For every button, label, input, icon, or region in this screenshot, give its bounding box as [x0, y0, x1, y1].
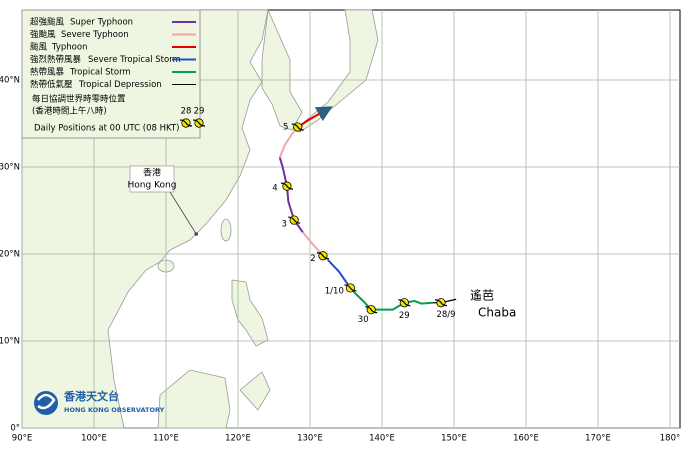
lon-tick-label: 170°E [585, 434, 611, 444]
daily-position [344, 283, 357, 293]
legend-symbol-spiral [179, 119, 193, 127]
track-segment [297, 106, 333, 128]
hk-zh: 香港 [143, 167, 161, 179]
legend-zh: 強颱風 [30, 29, 56, 40]
legend-daily-zh: (香港時間上午八時) [32, 106, 107, 117]
daily-position-label: 3 [281, 220, 286, 230]
daily-position-label: 1/10 [325, 286, 344, 296]
daily-position-label: 29 [399, 311, 410, 321]
legend-zh: 強烈熱帶風暴 [30, 54, 82, 65]
daily-position-spiral [280, 182, 293, 190]
hk-label-box [129, 165, 175, 193]
legend-en: Severe Tropical Storm [88, 55, 181, 65]
lat-tick-label: 0° [10, 424, 20, 434]
legend-date: 29 [194, 107, 205, 117]
legend-daily-en: Daily Positions at 00 UTC (08 HKT) [34, 124, 179, 134]
daily-position-label: 28/9 [436, 310, 455, 320]
legend-zh: 颱風 [30, 43, 48, 53]
daily-position [288, 215, 301, 225]
daily-position-label: 5 [283, 122, 288, 132]
legend-symbol [192, 118, 206, 128]
lon-tick-label: 130°E [297, 434, 323, 444]
lat-tick-label: 30°N [0, 163, 20, 173]
hk-en: Hong Kong [128, 181, 177, 191]
hk-dot [194, 232, 199, 236]
lon-tick-label: 120°E [225, 434, 251, 444]
lon-tick-label: 110°E [153, 434, 179, 444]
daily-position-label: 2 [310, 254, 315, 264]
lon-tick-label: 100°E [81, 434, 107, 444]
daily-position [291, 122, 304, 132]
lat-tick-label: 20°N [0, 250, 20, 260]
legend-daily-zh: 每日協調世界時零時位置 [32, 94, 126, 105]
daily-position-spiral [365, 306, 378, 314]
logo-en: HONG KONG OBSERVATORY [64, 406, 165, 414]
lon-tick-label: 180° [660, 434, 680, 444]
daily-position-label: 4 [272, 184, 277, 194]
lat-tick-label: 10°N [0, 337, 20, 347]
storm-name-en: Chaba [478, 306, 516, 320]
legend-box [21, 9, 201, 139]
legend-zh: 熱帶風暴 [30, 67, 65, 78]
daily-position [398, 298, 411, 308]
legend-en: Typhoon [51, 43, 87, 53]
lon-tick-label: 140°E [369, 434, 395, 444]
legend-en: Super Typhoon [70, 18, 133, 28]
daily-position [280, 181, 293, 191]
daily-position-spiral [316, 252, 329, 260]
legend-date: 28 [181, 107, 192, 117]
daily-position-spiral [435, 299, 448, 307]
lon-tick-label: 90°E [12, 434, 32, 444]
daily-position-label: 30 [358, 315, 369, 325]
storm-name-zh: 遙芭 [470, 289, 494, 303]
daily-position [365, 305, 378, 315]
hk-pointer [169, 191, 197, 235]
daily-position-spiral [398, 299, 411, 307]
lon-tick-label: 150°E [441, 434, 467, 444]
legend-en: Severe Typhoon [61, 30, 129, 40]
daily-position [435, 298, 448, 308]
daily-position-spiral [344, 284, 357, 292]
lat-tick-label: 40°N [0, 76, 20, 86]
daily-position-spiral [291, 123, 304, 131]
track-segment [327, 259, 352, 289]
daily-position-spiral [288, 216, 301, 224]
legend-zh: 熱帶低氣壓 [30, 79, 73, 90]
legend-zh: 超強颱風 [30, 17, 65, 28]
legend-en: Tropical Depression [78, 80, 162, 90]
track-segment [349, 287, 433, 311]
lon-tick-label: 160°E [513, 434, 539, 444]
legend-en: Tropical Storm [69, 68, 131, 78]
legend-symbol [179, 118, 193, 128]
logo: 香港天文台 HONG KONG OBSERVATORY [34, 389, 165, 415]
logo-zh: 香港天文台 [63, 389, 119, 403]
legend-symbol-spiral [192, 119, 206, 127]
daily-position [316, 251, 329, 261]
